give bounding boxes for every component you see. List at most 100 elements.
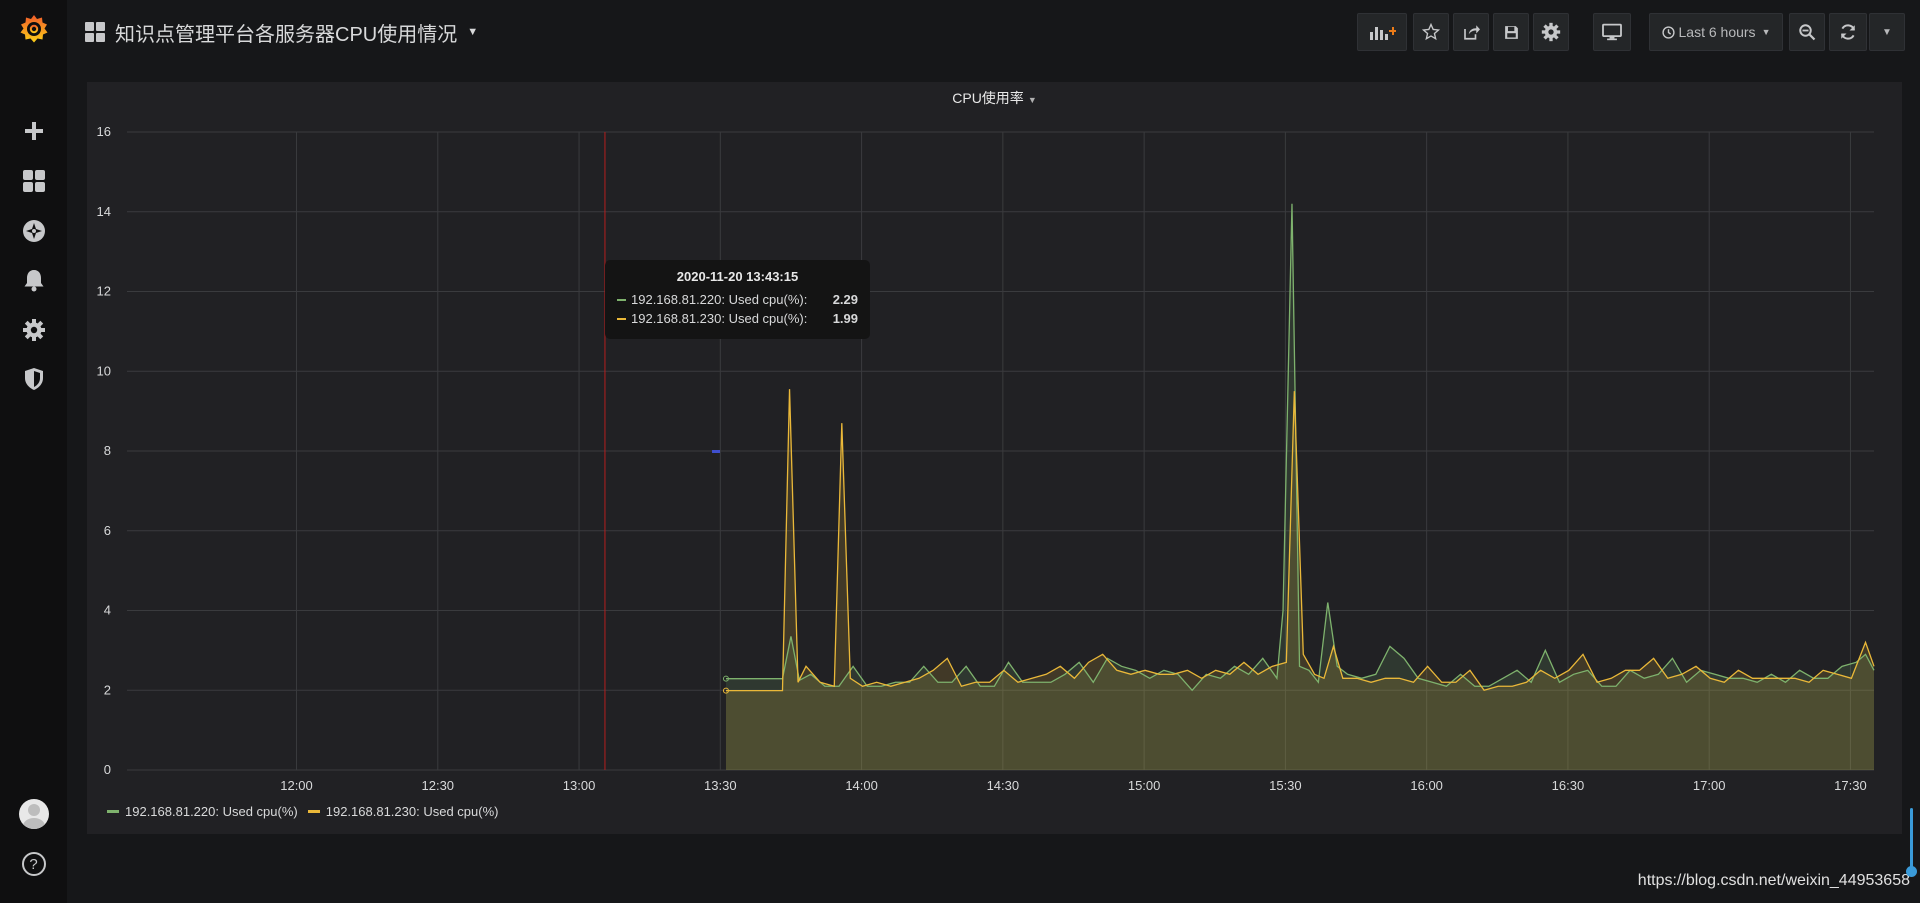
zoom-out-button[interactable] bbox=[1789, 13, 1825, 51]
tooltip-swatch bbox=[617, 317, 626, 320]
zoom-out-icon bbox=[1799, 24, 1816, 41]
server-admin-shield-icon bbox=[24, 368, 43, 390]
configuration-gear-icon bbox=[22, 319, 45, 341]
series-line bbox=[725, 389, 1875, 692]
share-icon bbox=[1464, 25, 1480, 40]
time-range-picker[interactable]: Last 6 hours ▼ bbox=[1649, 13, 1783, 51]
alerting-button[interactable] bbox=[0, 260, 67, 300]
series-hover-point bbox=[722, 687, 729, 694]
graph-panel: 0 2 4 6 8 10 12 14 16 12:00 12:30 13:00 13:30 14:00 14… bbox=[87, 82, 1902, 834]
legend-item-server-230[interactable]: 192.168.81.230: Used cpu(%) bbox=[307, 804, 499, 819]
y-tick-label: 16 bbox=[97, 124, 111, 139]
x-tick-label: 17:30 bbox=[1834, 778, 1867, 793]
dashboard-title: 知识点管理平台各服务器CPU使用情况 bbox=[115, 23, 458, 46]
y-tick-label: 8 bbox=[104, 443, 111, 458]
tooltip-time: 2020-11-20 13:43:15 bbox=[676, 269, 799, 284]
grafana-logo[interactable] bbox=[0, 10, 67, 50]
dashboard-settings-button[interactable] bbox=[1533, 13, 1569, 51]
share-dashboard-button[interactable] bbox=[1453, 13, 1489, 51]
scrollbar[interactable] bbox=[1910, 808, 1913, 874]
plus-icon bbox=[24, 122, 43, 140]
tooltip-series-name: 192.168.81.230: Used cpu(%): bbox=[631, 311, 808, 326]
star-icon bbox=[1422, 23, 1440, 41]
legend-swatch bbox=[307, 810, 320, 813]
cpu-usage-chart: 0 2 4 6 8 10 12 14 16 12:00 12:30 13:00 13:30 14:00 14… bbox=[97, 124, 1875, 793]
y-tick-label: 2 bbox=[104, 682, 111, 697]
y-tick-label: 6 bbox=[104, 523, 111, 538]
chevron-down-icon: ▼ bbox=[467, 26, 479, 38]
x-tick-label: 17:00 bbox=[1693, 778, 1726, 793]
x-tick-label: 15:00 bbox=[1128, 778, 1161, 793]
x-tick-label: 15:30 bbox=[1269, 778, 1302, 793]
refresh-interval-picker[interactable]: ▼ bbox=[1869, 13, 1905, 51]
refresh-button[interactable] bbox=[1829, 13, 1867, 51]
tooltip-row: 192.168.81.230: Used cpu(%): 1.99 bbox=[617, 309, 858, 328]
y-tick-label: 4 bbox=[104, 603, 111, 618]
graph-tooltip: 2020-11-20 13:43:15 192.168.81.220: Used… bbox=[605, 260, 870, 339]
grafana-logo-icon bbox=[20, 15, 47, 43]
annotation-marker bbox=[712, 450, 721, 453]
chevron-down-icon: ▼ bbox=[1027, 95, 1037, 105]
configuration-button[interactable] bbox=[0, 310, 67, 350]
series-hover-point bbox=[722, 675, 729, 682]
x-tick-label: 14:30 bbox=[987, 778, 1020, 793]
y-tick-label: 0 bbox=[104, 762, 111, 777]
refresh-interval-caret-icon: ▼ bbox=[1882, 26, 1892, 38]
explore-button[interactable] bbox=[0, 211, 67, 251]
series-layer bbox=[722, 203, 1875, 770]
dashboard-navbar: 知识点管理平台各服务器CPU使用情况 ▼ bbox=[67, 0, 1920, 64]
tooltip-series-value: 1.99 bbox=[832, 311, 858, 326]
dashboard-grid-icon bbox=[85, 22, 105, 42]
add-panel-icon bbox=[1370, 27, 1396, 40]
help-button[interactable]: ? bbox=[0, 844, 67, 884]
tv-mode-icon bbox=[1602, 23, 1622, 41]
alerting-bell-icon bbox=[24, 270, 43, 292]
watermark-url: https://blog.csdn.net/weixin_44953658 bbox=[1637, 872, 1910, 889]
legend-label: 192.168.81.230: Used cpu(%) bbox=[325, 804, 499, 819]
save-dashboard-button[interactable] bbox=[1493, 13, 1529, 51]
tooltip-row: 192.168.81.220: Used cpu(%): 2.29 bbox=[617, 290, 858, 309]
series-area bbox=[725, 389, 1874, 770]
y-tick-label: 12 bbox=[97, 284, 111, 299]
tooltip-series-name: 192.168.81.220: Used cpu(%): bbox=[631, 292, 808, 307]
add-panel-button[interactable] bbox=[1357, 13, 1407, 51]
grid-layer bbox=[127, 131, 1874, 771]
tv-mode-button[interactable] bbox=[1593, 13, 1631, 51]
x-tick-label: 16:00 bbox=[1410, 778, 1443, 793]
server-admin-button[interactable] bbox=[0, 359, 67, 399]
legend-swatch bbox=[107, 810, 119, 813]
dashboards-icon bbox=[22, 170, 45, 192]
series-line bbox=[725, 203, 1875, 692]
graph-legend: 192.168.81.220: Used cpu(%) 192.168.81.2… bbox=[107, 804, 498, 819]
star-dashboard-button[interactable] bbox=[1413, 13, 1449, 51]
refresh-icon bbox=[1841, 24, 1855, 40]
y-tick-label: 10 bbox=[97, 363, 111, 378]
dashboards-button[interactable] bbox=[0, 161, 67, 201]
scrollbar-handle[interactable] bbox=[1906, 866, 1917, 877]
x-tick-label: 12:30 bbox=[422, 778, 455, 793]
legend-label: 192.168.81.220: Used cpu(%) bbox=[125, 804, 298, 819]
create-plus-button[interactable] bbox=[0, 111, 67, 151]
help-icon: ? bbox=[21, 852, 46, 876]
tooltip-swatch bbox=[617, 298, 626, 301]
time-range-label: Last 6 hours bbox=[1678, 24, 1756, 40]
x-tick-label: 16:30 bbox=[1552, 778, 1585, 793]
user-profile-button[interactable] bbox=[0, 794, 67, 834]
x-tick-label: 12:00 bbox=[280, 778, 313, 793]
legend-item-server-220[interactable]: 192.168.81.220: Used cpu(%) bbox=[107, 804, 298, 819]
user-avatar bbox=[18, 799, 49, 829]
panel-title: CPU使用率 bbox=[952, 90, 1024, 106]
axis-layer: 0 2 4 6 8 10 12 14 16 12:00 12:30 13:00 13:30 14:00 14… bbox=[97, 124, 1867, 793]
y-tick-label: 14 bbox=[97, 204, 111, 219]
settings-gear-icon bbox=[1541, 22, 1561, 42]
x-tick-label: 13:00 bbox=[563, 778, 596, 793]
x-tick-label: 14:00 bbox=[845, 778, 878, 793]
sidebar: ? bbox=[0, 0, 67, 903]
clock-icon bbox=[1661, 25, 1675, 39]
series-area bbox=[725, 203, 1874, 770]
save-icon bbox=[1504, 25, 1518, 39]
dashboard-title-picker[interactable]: 知识点管理平台各服务器CPU使用情况 ▼ bbox=[85, 16, 478, 48]
tooltip-series-value: 2.29 bbox=[832, 292, 858, 307]
explore-icon bbox=[22, 220, 45, 242]
panel-title-menu[interactable]: CPU使用率 ▼ bbox=[87, 88, 1902, 108]
